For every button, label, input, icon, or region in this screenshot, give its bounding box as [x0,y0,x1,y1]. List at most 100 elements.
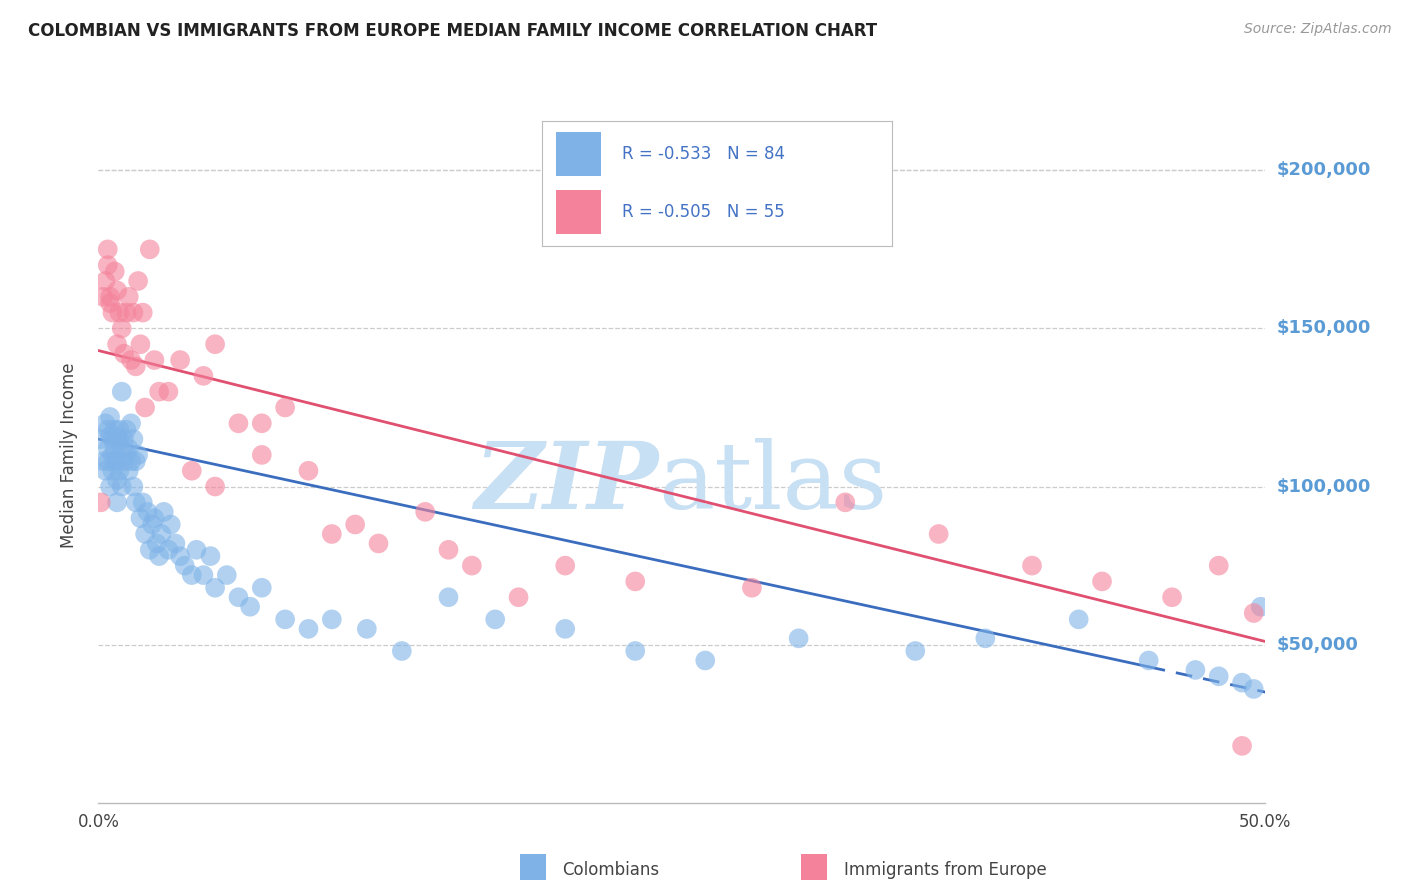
Point [105,495,128,509]
Point [94,274,117,288]
Point [111,479,134,493]
Point [215,568,238,582]
Point [169,549,191,563]
Point [104,454,127,468]
Point [115,423,138,437]
Point [127,274,149,288]
Text: ZIP: ZIP [474,438,658,528]
Point [193,568,215,582]
Text: Source: ZipAtlas.com: Source: ZipAtlas.com [1244,22,1392,37]
Point [152,505,174,519]
Point [1067,612,1090,626]
Point [159,517,181,532]
Point [115,448,138,462]
Point [204,337,226,351]
Point [129,337,152,351]
Point [1250,599,1272,614]
Point [118,464,141,478]
Point [146,536,169,550]
Point [112,432,135,446]
Point [437,542,460,557]
Point [112,347,135,361]
Point [104,442,127,456]
Point [344,517,367,532]
Point [1208,558,1230,573]
Point [974,632,997,646]
Point [1137,653,1160,667]
Point [118,290,141,304]
Point [239,599,262,614]
Point [111,442,134,456]
Text: Immigrants from Europe: Immigrants from Europe [844,861,1046,879]
Point [356,622,378,636]
Text: Colombians: Colombians [562,861,659,879]
Point [105,454,128,468]
Point [118,442,141,456]
Point [1230,739,1253,753]
Point [200,549,222,563]
Point [98,429,121,443]
Point [112,454,135,468]
Point [1208,669,1230,683]
Point [136,505,159,519]
Point [904,644,927,658]
Point [169,353,191,368]
Point [125,495,148,509]
Point [180,464,202,478]
Point [125,454,148,468]
Point [97,258,120,272]
Point [1184,663,1206,677]
Point [143,353,166,368]
Point [484,612,506,626]
Point [108,423,131,437]
Point [125,359,148,374]
Point [101,448,124,462]
Point [122,432,145,446]
Point [111,384,134,399]
Point [134,401,156,415]
Point [1243,681,1265,696]
Point [250,581,273,595]
Point [108,464,131,478]
Text: $50,000: $50,000 [1277,636,1358,654]
Text: COLOMBIAN VS IMMIGRANTS FROM EUROPE MEDIAN FAMILY INCOME CORRELATION CHART: COLOMBIAN VS IMMIGRANTS FROM EUROPE MEDI… [28,22,877,40]
Point [157,384,180,399]
Point [143,511,166,525]
Point [624,574,647,589]
Point [180,568,202,582]
Point [1243,606,1265,620]
Point [105,473,128,487]
Point [1021,558,1043,573]
Point [367,536,389,550]
Point [90,432,112,446]
Text: $150,000: $150,000 [1277,319,1371,337]
Point [321,612,343,626]
Point [127,448,149,462]
Point [91,454,114,468]
Point [98,296,121,310]
Point [105,429,128,443]
Point [1161,591,1184,605]
Point [250,417,273,431]
Point [105,337,128,351]
Point [115,305,138,319]
Point [321,527,343,541]
Text: $200,000: $200,000 [1277,161,1371,179]
Point [461,558,484,573]
Point [157,542,180,557]
Point [98,409,121,424]
Point [193,368,215,383]
Point [228,591,250,605]
Point [928,527,950,541]
Point [148,549,170,563]
Point [120,454,142,468]
Text: $100,000: $100,000 [1277,477,1371,496]
Point [204,479,226,493]
Point [129,511,152,525]
Point [148,384,170,399]
Point [150,527,173,541]
Point [834,495,856,509]
Point [101,432,124,446]
Point [108,305,131,319]
Point [624,644,647,658]
